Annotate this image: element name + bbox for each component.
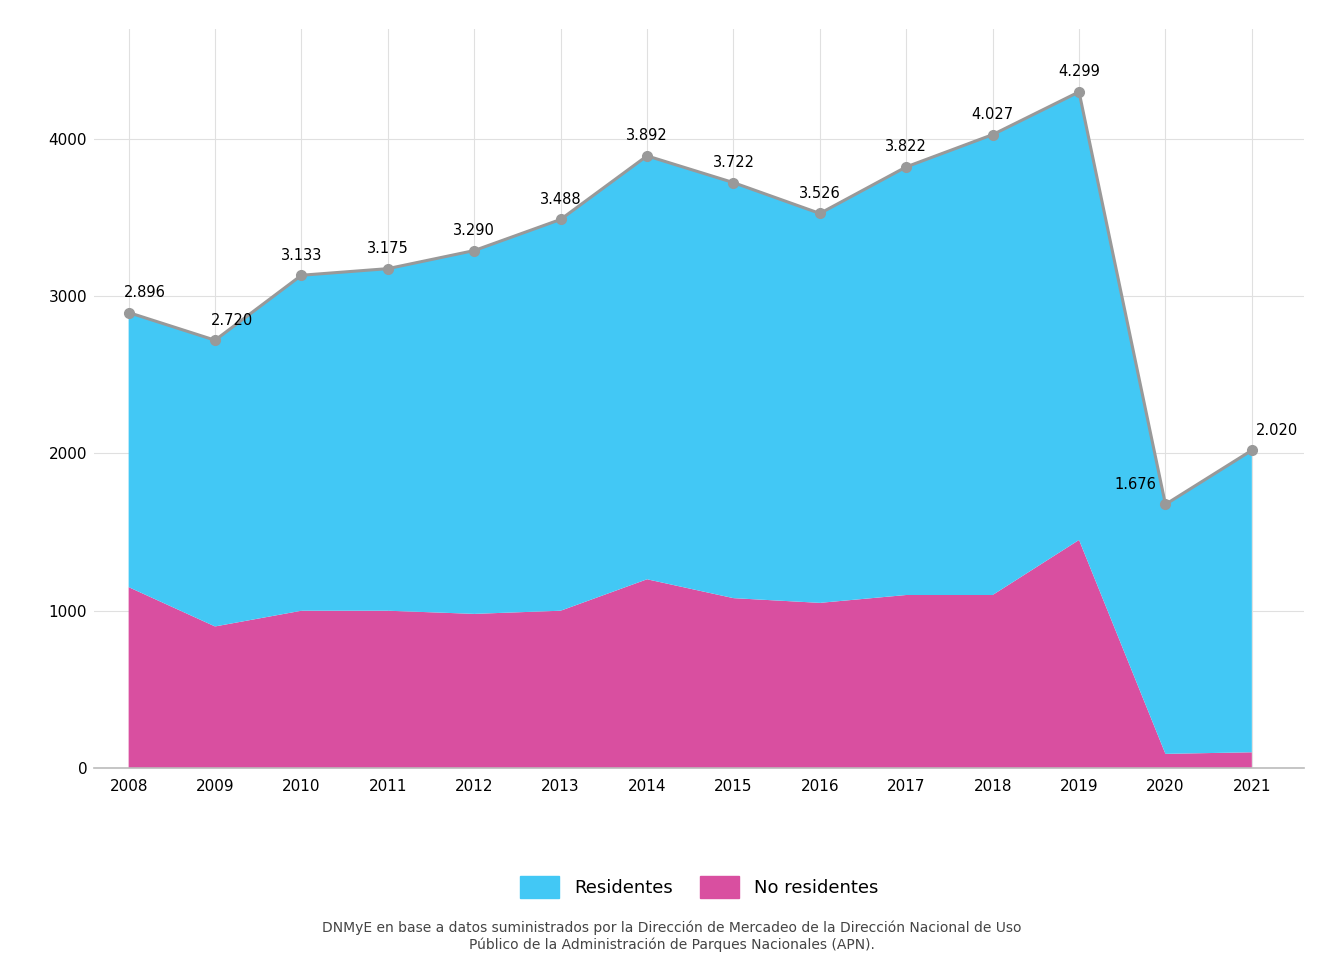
Text: 2.896: 2.896 xyxy=(125,285,167,300)
Text: 1.676: 1.676 xyxy=(1116,477,1157,492)
Text: 3.722: 3.722 xyxy=(712,155,754,170)
Text: DNMyE en base a datos suministrados por la Dirección de Mercadeo de la Dirección: DNMyE en base a datos suministrados por … xyxy=(323,921,1021,951)
Text: 3.290: 3.290 xyxy=(453,223,495,238)
Text: 3.892: 3.892 xyxy=(626,129,668,143)
Text: 3.175: 3.175 xyxy=(367,241,409,256)
Text: 3.822: 3.822 xyxy=(886,139,927,155)
Text: 2.020: 2.020 xyxy=(1257,422,1298,438)
Text: 2.720: 2.720 xyxy=(211,313,253,327)
Text: 3.526: 3.526 xyxy=(798,186,841,201)
Text: 3.488: 3.488 xyxy=(540,192,582,206)
Legend: Residentes, No residentes: Residentes, No residentes xyxy=(501,858,896,917)
Text: 4.299: 4.299 xyxy=(1058,64,1099,80)
Text: 3.133: 3.133 xyxy=(281,248,323,263)
Text: 4.027: 4.027 xyxy=(972,108,1013,122)
